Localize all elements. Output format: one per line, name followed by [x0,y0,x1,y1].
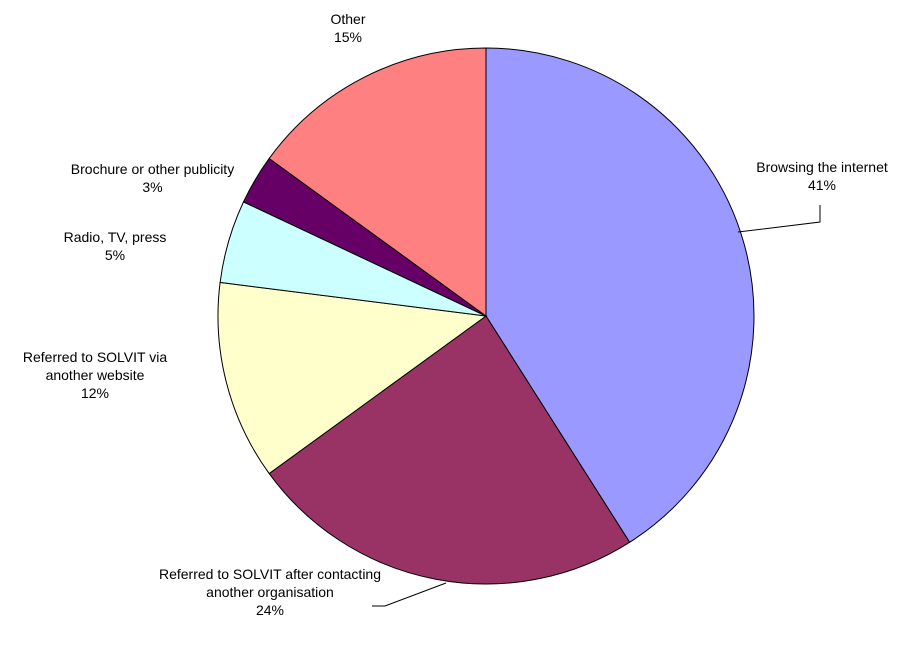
slice-label: Brochure or other publicity 3% [30,160,275,196]
value-label: 15% [333,29,363,45]
pie-slice [268,47,487,317]
value-label: 24% [255,602,285,618]
category-label: Referred to SOLVIT via another website [22,349,168,383]
category-label: Other [330,11,366,27]
slice-label: Radio, TV, press 5% [30,228,200,264]
slice-label: Referred to SOLVIT after contacting anot… [150,565,390,619]
category-label: Brochure or other publicity [70,161,235,177]
leader-line [372,582,447,607]
value-label: 5% [104,247,126,263]
value-label: 41% [807,177,837,193]
slice-label: Referred to SOLVIT via another website 12… [0,348,190,402]
pie-slice [217,281,488,475]
category-label: Referred to SOLVIT after contacting anot… [158,566,382,600]
pie-slice [485,47,755,543]
pie-slice [268,315,631,585]
slice-label: Other 15% [273,10,423,46]
category-label: Radio, TV, press [63,229,167,245]
value-label: 3% [142,179,163,195]
leader-line [737,205,821,233]
category-label: Browsing the internet [756,159,888,175]
value-label: 12% [80,385,110,401]
slice-label: Browsing the internet 41% [722,158,912,194]
